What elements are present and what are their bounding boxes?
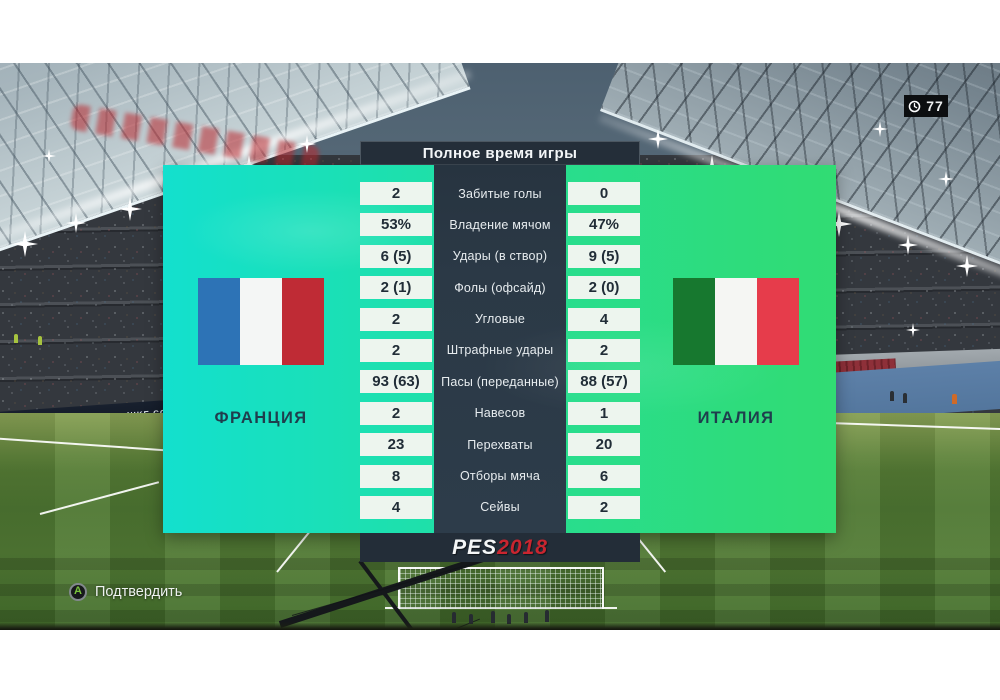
stat-row: 6 (5) Удары (в створ) 9 (5) (360, 244, 640, 268)
stat-label: Отборы мяча (460, 469, 540, 484)
home-value: 6 (5) (360, 244, 432, 268)
stat-row: 4 Сейвы 2 (360, 495, 640, 519)
steward (903, 393, 907, 403)
stat-label: Удары (в створ) (452, 249, 548, 264)
player-silhouette (545, 610, 549, 622)
flag-stripe (198, 278, 240, 365)
home-value: 2 (360, 307, 432, 331)
clock-icon (908, 100, 921, 113)
stat-row: 53% Владение мячом 47% (360, 213, 640, 237)
stats-table: 2 Забитые голы 0 53% Владение мячом 47% … (360, 182, 640, 519)
stat-label: Навесов (474, 406, 526, 421)
stat-label: Фолы (офсайд) (454, 280, 546, 295)
pes-logo-year: 2018 (497, 535, 548, 559)
away-value: 0 (568, 182, 640, 205)
home-value: 2 (360, 182, 432, 205)
player-silhouette (491, 611, 495, 623)
stat-label: Владение мячом (449, 217, 551, 232)
player-silhouette (452, 612, 456, 623)
stat-row: 2 Угловые 4 (360, 307, 640, 331)
stats-label-column (434, 165, 566, 533)
flag-stripe (673, 278, 715, 365)
confirm-hint[interactable]: A Подтвердить (69, 581, 182, 602)
stat-label: Пасы (переданные) (441, 374, 559, 389)
player-silhouette (469, 614, 473, 624)
home-value: 2 (360, 401, 432, 425)
stats-title: Полное время игры (422, 144, 578, 162)
home-value: 23 (360, 433, 432, 457)
away-value: 20 (568, 433, 640, 457)
stats-panel: 2 Забитые голы 0 53% Владение мячом 47% … (163, 165, 836, 533)
stat-label: Штрафные удары (446, 343, 554, 358)
confirm-hint-label: Подтвердить (95, 583, 183, 600)
away-value: 9 (5) (568, 244, 640, 268)
stat-label: Угловые (474, 312, 526, 327)
pes2018-logo-bar: PES 2018 (360, 533, 640, 562)
home-value: 2 (1) (360, 276, 432, 300)
home-value: 8 (360, 464, 432, 488)
home-value: 93 (63) (360, 370, 432, 394)
stat-label: Перехваты (467, 437, 533, 452)
pes-logo-text: PES (452, 535, 498, 559)
away-value: 2 (568, 495, 640, 519)
stat-row: 2 Штрафные удары 2 (360, 338, 640, 362)
flag-stripe (757, 278, 799, 365)
steward-green (38, 336, 42, 345)
flag-stripe (240, 278, 282, 365)
scene-bottom-edge (0, 622, 1000, 630)
match-minute: 77 (926, 98, 944, 114)
stat-label: Забитые голы (458, 186, 542, 201)
away-value: 6 (568, 464, 640, 488)
italy-flag (673, 278, 799, 365)
flag-stripe (715, 278, 757, 365)
away-value: 2 (568, 338, 640, 362)
stat-row: 8 Отборы мяча 6 (360, 464, 640, 488)
player-silhouette (507, 614, 511, 624)
stat-row: 2 (1) Фолы (офсайд) 2 (0) (360, 276, 640, 300)
stat-row: 23 Перехваты 20 (360, 433, 640, 457)
home-value: 53% (360, 213, 432, 237)
away-value: 2 (0) (568, 276, 640, 300)
france-flag (198, 278, 324, 365)
match-clock-badge: 77 (904, 95, 948, 117)
flag-stripe (282, 278, 324, 365)
home-value: 4 (360, 495, 432, 519)
home-team-name: ФРАНЦИЯ (214, 409, 308, 427)
stat-row: 93 (63) Пасы (переданные) 88 (57) (360, 370, 640, 394)
goal-line (385, 607, 617, 609)
away-value: 1 (568, 401, 640, 425)
pitch-mow-bands (0, 558, 1000, 630)
steward-orange (952, 394, 957, 404)
stat-row: 2 Навесов 1 (360, 401, 640, 425)
gamepad-a-button-icon: A (69, 582, 87, 601)
steward-green (14, 334, 18, 343)
stats-title-bar: Полное время игры (360, 141, 640, 165)
away-value: 4 (568, 307, 640, 331)
steward (890, 391, 894, 401)
away-value: 47% (568, 213, 640, 237)
stat-label: Сейвы (480, 500, 520, 515)
stat-row: 2 Забитые голы 0 (360, 182, 640, 205)
away-value: 88 (57) (568, 370, 640, 394)
away-team-name: ИТАЛИЯ (697, 409, 775, 427)
player-silhouette (524, 612, 528, 623)
home-value: 2 (360, 338, 432, 362)
